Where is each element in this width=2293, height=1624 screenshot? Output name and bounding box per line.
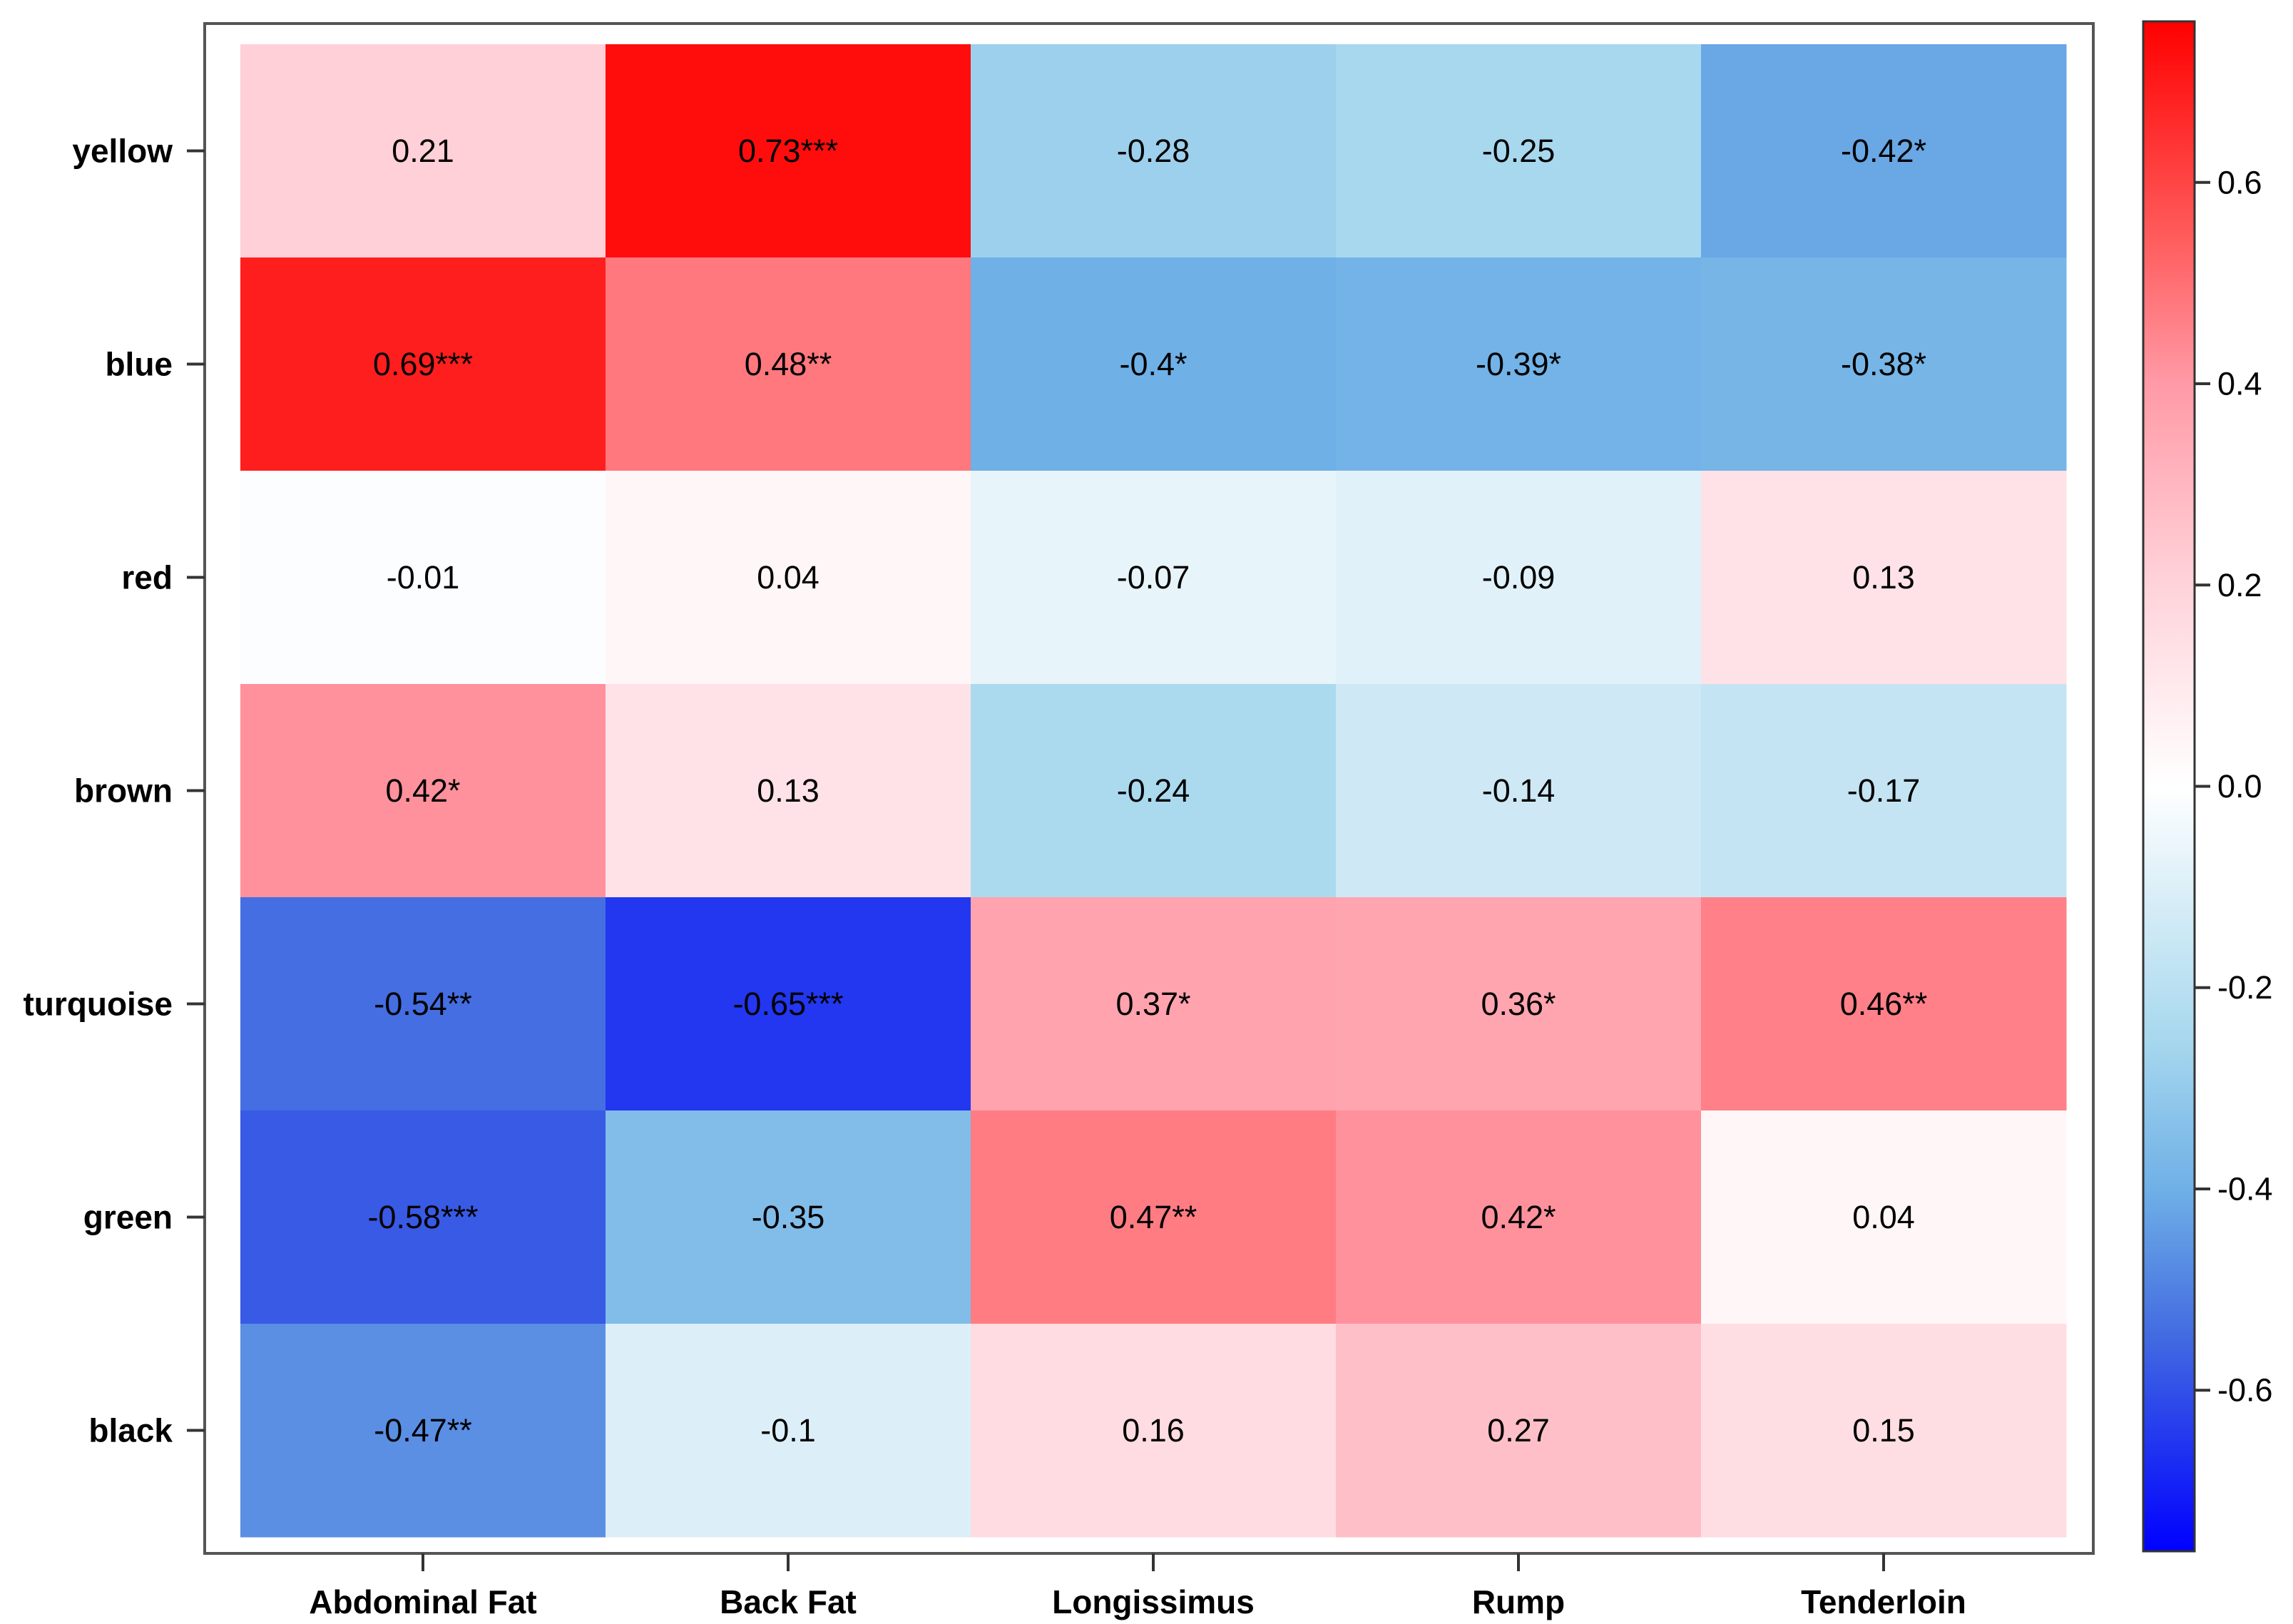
cell-value-label: 0.15: [1852, 1412, 1915, 1449]
cell-value-label: -0.39*: [1476, 346, 1561, 382]
cell-value-label: 0.69***: [373, 346, 473, 382]
heatmap-cell: [240, 44, 606, 258]
cell-value-label: 0.46**: [1840, 986, 1928, 1022]
cell-value-label: -0.4*: [1119, 346, 1187, 382]
heatmap-cell: [971, 897, 1337, 1111]
cell-value-label: -0.01: [387, 559, 460, 596]
cell-value-label: -0.14: [1482, 772, 1556, 809]
row-label: blue: [105, 346, 173, 383]
row-labels: yellow blue red brown turquoise green black: [23, 133, 205, 1449]
cell-value-label: 0.42*: [385, 772, 460, 809]
cell-value-label: 0.36*: [1481, 986, 1556, 1022]
cell-value-label: 0.04: [1852, 1199, 1915, 1235]
cell-value-label: 0.16: [1122, 1412, 1185, 1449]
cell-value-label: -0.07: [1117, 559, 1190, 596]
heatmap-cell: [1336, 684, 1702, 898]
heatmap-cell: [606, 44, 971, 258]
column-label: Rump: [1472, 1583, 1565, 1620]
colorbar-tick-label: -0.4: [2217, 1170, 2273, 1207]
cell-value-label: 0.73***: [738, 133, 838, 169]
cell-value-label: -0.47**: [374, 1412, 472, 1449]
colorbar-tick-label: 0.6: [2217, 164, 2262, 200]
heatmap-cell: [606, 1324, 971, 1538]
cell-value-label: 0.27: [1487, 1412, 1550, 1449]
cell-value-label: 0.04: [757, 559, 819, 596]
heatmap-cell: [1336, 44, 1702, 258]
cell-value-label: 0.47**: [1110, 1199, 1197, 1235]
row-label: black: [88, 1412, 173, 1449]
heatmap-cell: [971, 1324, 1337, 1538]
row-label: turquoise: [23, 986, 173, 1023]
cell-value-label: -0.17: [1847, 772, 1921, 809]
heatmap-cell: [606, 897, 971, 1111]
heatmap-cell: [971, 684, 1337, 898]
cell-value-label: 0.42*: [1481, 1199, 1556, 1235]
cell-value-label: -0.35: [752, 1199, 825, 1235]
heatmap-cells: 0.21 0.73*** -0.28 -0.25 -0.42* 0.69*** 0.48**…: [240, 44, 2067, 1538]
heatmap-cell: [606, 684, 971, 898]
cell-value-label: -0.1: [760, 1412, 816, 1449]
row-label: red: [121, 559, 173, 596]
cell-value-label: 0.37*: [1115, 986, 1190, 1022]
column-label: Back Fat: [720, 1583, 857, 1620]
row-label: green: [83, 1199, 173, 1236]
heatmap-cell: [1336, 471, 1702, 685]
colorbar-tick-label: -0.6: [2217, 1372, 2273, 1409]
heatmap-cell: [1701, 684, 2067, 898]
row-label: brown: [74, 772, 173, 810]
heatmap-cell: [606, 471, 971, 685]
column-label: Abdominal Fat: [309, 1583, 536, 1620]
colorbar-tick-label: 0.0: [2217, 768, 2262, 805]
heatmap-cell: [240, 897, 606, 1111]
heatmap-cell: [1701, 44, 2067, 258]
column-label: Longissimus: [1052, 1583, 1255, 1620]
heatmap-cell: [240, 684, 606, 898]
heatmap-cell: [971, 44, 1337, 258]
heatmap-cell: [1701, 471, 2067, 685]
colorbar-tick-label: -0.2: [2217, 969, 2273, 1006]
cell-value-label: -0.42*: [1841, 133, 1926, 169]
cell-value-label: -0.28: [1117, 133, 1190, 169]
colorbar-ticks: 0.6 0.4 0.2 0.0 -0.2 -0.4 -0.6: [2195, 164, 2273, 1409]
cell-value-label: 0.21: [392, 133, 454, 169]
heatmap-cell: [240, 257, 606, 471]
colorbar-gradient: [2142, 20, 2196, 1553]
colorbar-tick-label: 0.4: [2217, 366, 2262, 402]
row-label: yellow: [72, 133, 173, 170]
heatmap-cell: [240, 1110, 606, 1324]
heatmap-cell: [1701, 257, 2067, 471]
heatmap-cell: [240, 1324, 606, 1538]
heatmap-cell: [606, 1110, 971, 1324]
cell-value-label: -0.54**: [374, 986, 472, 1022]
column-label: Tenderloin: [1801, 1583, 1966, 1620]
heatmap-cell: [971, 257, 1337, 471]
column-labels: Abdominal Fat Back Fat Longissimus Rump Tend…: [309, 1553, 1966, 1620]
heatmap-cell: [240, 471, 606, 685]
cell-value-label: 0.13: [1852, 559, 1915, 596]
heatmap-cell: [1701, 897, 2067, 1111]
heatmap-cell: [1336, 257, 1702, 471]
cell-value-label: 0.13: [757, 772, 819, 809]
heatmap-cell: [1336, 897, 1702, 1111]
colorbar: 0.6 0.4 0.2 0.0 -0.2 -0.4 -0.6: [2142, 20, 2273, 1553]
cell-value-label: -0.09: [1482, 559, 1556, 596]
heatmap-cell: [1701, 1324, 2067, 1538]
cell-value-label: -0.25: [1482, 133, 1556, 169]
cell-value-label: 0.48**: [745, 346, 832, 382]
heatmap-cell: [971, 471, 1337, 685]
cell-value-label: -0.65***: [732, 986, 843, 1022]
cell-value-label: -0.38*: [1841, 346, 1926, 382]
heatmap-cell: [971, 1110, 1337, 1324]
colorbar-tick-label: 0.2: [2217, 567, 2262, 603]
plot-frame: [203, 22, 2095, 1555]
heatmap-cell: [1701, 1110, 2067, 1324]
cell-value-label: -0.58***: [367, 1199, 478, 1235]
heatmap-cell: [1336, 1110, 1702, 1324]
heatmap-cell: [1336, 1324, 1702, 1538]
heatmap-cell: [606, 257, 971, 471]
cell-value-label: -0.24: [1117, 772, 1190, 809]
